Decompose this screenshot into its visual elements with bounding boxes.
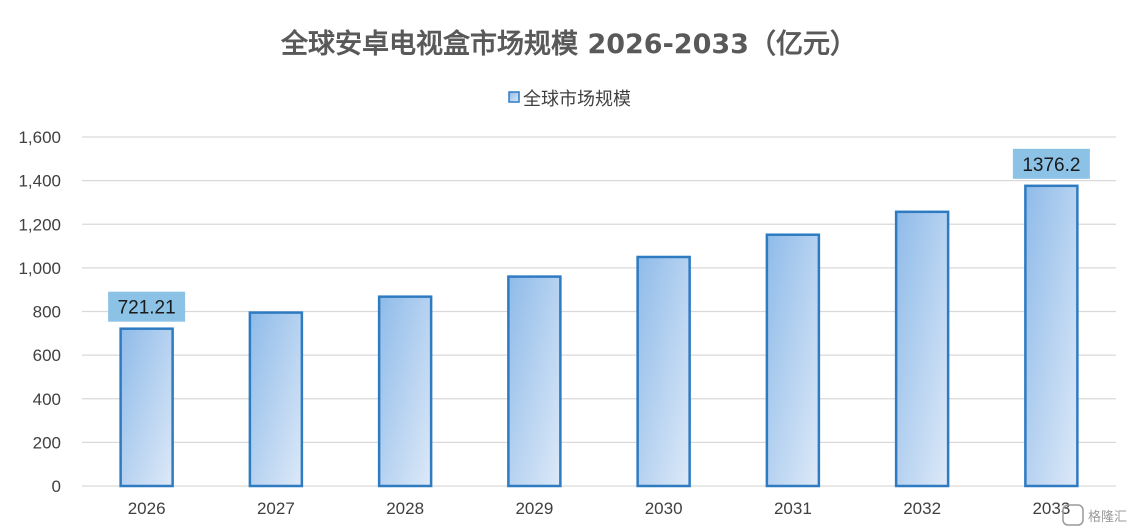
bar-2033 [1024,184,1079,488]
bar-2029 [507,275,562,488]
bar-2028 [377,295,433,488]
bars [119,184,1079,488]
x-tick-label: 2026 [128,499,166,518]
watermark-text: 格隆汇 [1088,509,1127,525]
chart-title: 全球安卓电视盒市场规模 2026-2033（亿元） [280,28,857,60]
legend: 全球市场规模 [508,89,631,110]
data-label-box [1012,148,1090,179]
y-axis-tick-labels: 0 200 400 600 800 1,000 1,200 1,400 1,600 [18,128,61,496]
y-tick-label: 1,400 [18,172,61,191]
x-tick-label: 2030 [645,499,683,518]
x-tick-label: 2029 [515,499,553,518]
data-labels: 721.21 1376.2 [108,148,1090,322]
y-tick-label: 600 [33,346,61,365]
data-label: 1376.2 [1022,155,1080,176]
gridlines [82,136,1116,487]
data-label: 721.21 [118,298,176,319]
bar-2031 [765,233,821,488]
x-tick-label: 2027 [257,499,295,518]
y-tick-label: 1,200 [18,215,61,234]
y-tick-label: 200 [33,433,61,452]
bar-2032 [894,210,950,488]
watermark: 格隆汇 [1062,504,1127,526]
legend-swatch [508,91,520,103]
bar-2030 [636,255,691,488]
bar-2027 [248,311,304,488]
x-axis-tick-labels: 2026 2027 2028 2029 2030 2031 2032 2033 [128,499,1071,518]
data-label-box [108,291,186,322]
legend-label: 全球市场规模 [523,89,631,110]
bar-2026 [119,327,174,488]
watermark-logo-icon [1062,504,1084,526]
y-tick-label: 0 [52,477,61,496]
x-tick-label: 2028 [386,499,424,518]
y-tick-label: 400 [33,390,61,409]
y-tick-label: 1,000 [18,259,61,278]
y-tick-label: 1,600 [18,128,61,147]
x-tick-label: 2033 [1032,499,1070,518]
y-tick-label: 800 [33,303,61,322]
x-tick-label: 2032 [903,499,941,518]
x-tick-label: 2031 [774,499,812,518]
